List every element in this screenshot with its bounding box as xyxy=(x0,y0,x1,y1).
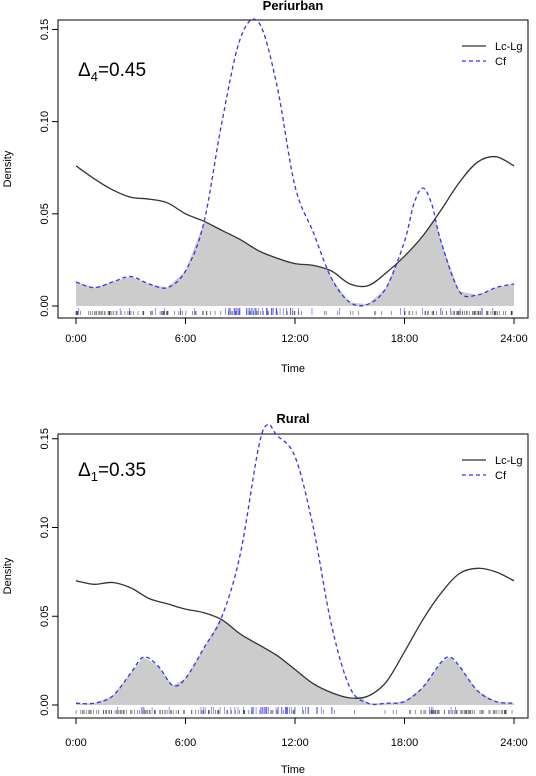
chart-title: Periurban xyxy=(263,0,324,13)
overlap-area xyxy=(76,619,514,705)
delta-symbol: Δ xyxy=(78,460,91,481)
x-tick-label: 24:00 xyxy=(500,333,528,345)
x-tick-label: 0:00 xyxy=(65,333,86,345)
chart-panel-2: Rural 0:00 6:00 12:00 18:00 24:00 0.00 0.05 0.10… xyxy=(2,411,529,776)
chart-panel-1: Periurban 0:00 6:00 12:00 18:00 24:00 0.00 0.05… xyxy=(2,0,529,375)
plot-frame xyxy=(57,433,529,719)
x-axis-label: Time xyxy=(281,363,305,375)
y-tick-label: 0.10 xyxy=(39,111,51,132)
series-line-lc-lg xyxy=(75,567,515,699)
legend-label: Cf xyxy=(495,56,507,68)
rug-ticks xyxy=(75,308,513,315)
overlap-coefficient-label: Δ1=0.35 xyxy=(78,460,146,484)
legend: Lc-Lg Cf xyxy=(462,41,523,68)
x-tick-label: 12:00 xyxy=(281,333,309,345)
x-tick-label: 6:00 xyxy=(175,737,196,749)
y-tick-label: 0.15 xyxy=(39,19,51,40)
overlap-coefficient-label: Δ4=0.45 xyxy=(78,60,146,84)
y-tick-label: 0.15 xyxy=(39,428,51,449)
delta-value: =0.45 xyxy=(98,60,146,81)
legend: Lc-Lg Cf xyxy=(462,455,523,482)
legend-label: Lc-Lg xyxy=(495,41,523,53)
y-tick-label: 0.05 xyxy=(39,606,51,627)
delta-value: =0.35 xyxy=(98,460,146,481)
y-tick-label: 0.10 xyxy=(39,517,51,538)
overlap-area xyxy=(76,219,514,306)
series-line-lc-lg xyxy=(75,155,515,288)
x-axis-label: Time xyxy=(281,764,305,776)
x-tick-label: 18:00 xyxy=(391,737,419,749)
delta-symbol: Δ xyxy=(78,60,91,81)
series-line-cf xyxy=(75,423,515,706)
legend-label: Lc-Lg xyxy=(495,455,523,467)
legend-label: Cf xyxy=(495,470,507,482)
y-tick-label: 0.00 xyxy=(39,694,51,715)
x-tick-label: 0:00 xyxy=(65,737,86,749)
x-tick-label: 24:00 xyxy=(500,737,528,749)
delta-subscript: 1 xyxy=(91,469,98,484)
x-tick-label: 6:00 xyxy=(175,333,196,345)
x-tick-label: 18:00 xyxy=(391,333,419,345)
y-axis-label: Density xyxy=(2,557,14,594)
chart-title: Rural xyxy=(276,411,309,426)
x-tick-label: 12:00 xyxy=(281,737,309,749)
series-line-cf xyxy=(75,18,515,307)
rug-ticks xyxy=(75,707,513,714)
y-tick-label: 0.05 xyxy=(39,203,51,224)
plot-frame xyxy=(57,19,529,319)
y-axis-label: Density xyxy=(2,150,14,187)
delta-subscript: 4 xyxy=(91,69,98,84)
y-tick-label: 0.00 xyxy=(39,295,51,316)
